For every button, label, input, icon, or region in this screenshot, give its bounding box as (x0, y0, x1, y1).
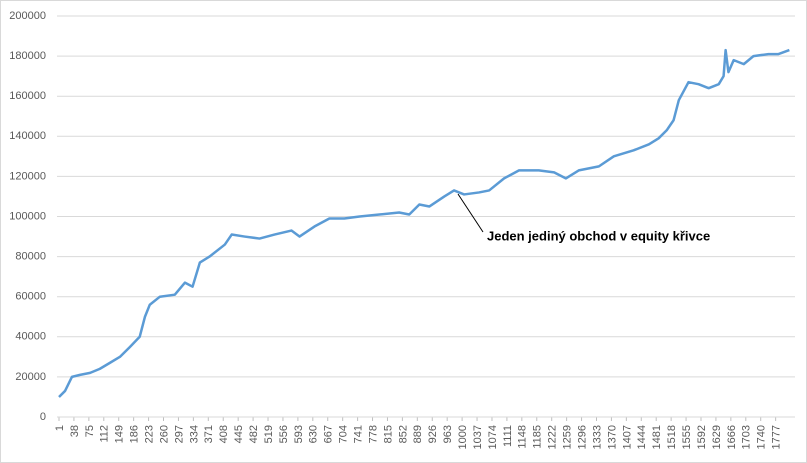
x-tick-label: 1074 (487, 425, 499, 449)
x-tick-label: 260 (158, 425, 170, 443)
y-tick-label: 20000 (15, 371, 46, 383)
y-tick-label: 200000 (9, 10, 46, 22)
x-tick-label: 926 (427, 425, 439, 443)
annotation-leader (457, 193, 484, 233)
x-tick-label: 630 (308, 425, 320, 443)
x-tick-label: 815 (382, 425, 394, 443)
x-tick-label: 1666 (726, 425, 738, 449)
x-tick-label: 1259 (562, 425, 574, 449)
x-tick-label: 1555 (681, 425, 693, 449)
x-tick-label: 1296 (576, 425, 588, 449)
x-tick-label: 371 (203, 425, 215, 443)
x-tick-label: 1740 (756, 425, 768, 449)
x-tick-label: 1 (54, 425, 66, 431)
equity-line (58, 48, 790, 398)
x-tick-label: 112 (99, 425, 111, 443)
x-tick-label: 1000 (457, 425, 469, 449)
annotation: Jeden jediný obchod v equity křivce (487, 228, 710, 243)
x-tick-label: 149 (114, 425, 126, 443)
x-tick-label: 1148 (517, 425, 529, 449)
x-tick-label: 667 (323, 425, 335, 443)
y-tick-label: 180000 (9, 50, 46, 62)
x-tick-label: 1481 (651, 425, 663, 449)
y-tick-label: 0 (40, 411, 46, 423)
x-tick-label: 741 (353, 425, 365, 443)
y-tick-label: 160000 (9, 90, 46, 102)
x-tick-label: 1444 (636, 425, 648, 449)
x-tick-label: 704 (338, 425, 350, 443)
x-tick-label: 889 (412, 425, 424, 443)
y-tick-label: 140000 (9, 130, 46, 142)
x-tick-label: 1037 (472, 425, 484, 449)
x-tick-label: 408 (218, 425, 230, 443)
x-tick-label: 75 (84, 425, 96, 437)
y-tick-label: 40000 (15, 331, 46, 343)
x-tick-label: 1703 (741, 425, 753, 449)
x-tick-label: 1629 (711, 425, 723, 449)
x-tick-label: 593 (293, 425, 305, 443)
x-tick-label: 1370 (606, 425, 618, 449)
x-tick-label: 297 (173, 425, 185, 443)
x-tick-label: 778 (367, 425, 379, 443)
x-tick-label: 334 (188, 425, 200, 443)
y-tick-label: 100000 (9, 210, 46, 222)
y-tick-label: 60000 (15, 291, 46, 303)
x-tick-label: 1333 (591, 425, 603, 449)
x-tick-label: 1592 (696, 425, 708, 449)
x-tick-label: 445 (233, 425, 245, 443)
x-tick-label: 186 (129, 425, 141, 443)
x-tick-label: 1111 (502, 425, 514, 447)
x-tick-label: 1518 (666, 425, 678, 449)
x-tick-label: 38 (69, 425, 81, 437)
x-tick-label: 482 (248, 425, 260, 443)
x-tick-label: 963 (442, 425, 454, 443)
x-tick-label: 1777 (771, 425, 783, 449)
y-tick-label: 80000 (15, 251, 46, 263)
y-tick-label: 120000 (9, 170, 46, 182)
x-tick-label: 1407 (621, 425, 633, 449)
x-tick-label: 1222 (547, 425, 559, 449)
x-tick-label: 519 (263, 425, 275, 443)
x-tick-label: 1185 (532, 425, 544, 449)
x-tick-label: 556 (278, 425, 290, 443)
x-tick-label: 852 (397, 425, 409, 443)
x-tick-label: 223 (143, 425, 155, 443)
